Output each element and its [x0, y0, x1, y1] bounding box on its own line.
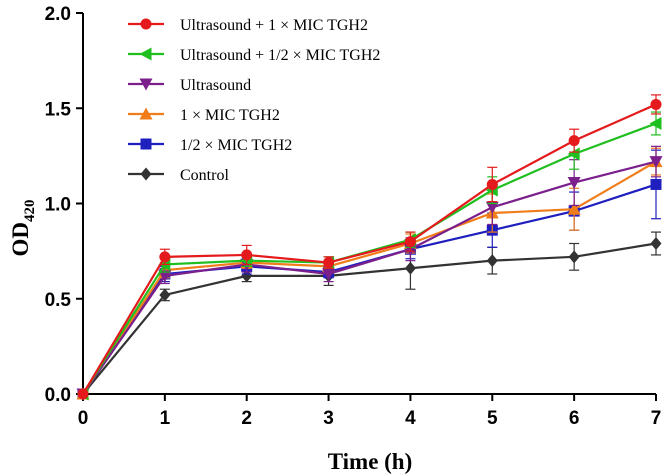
- data-point: [77, 388, 89, 400]
- legend-label: Ultrasound + 1 × MIC TGH2: [180, 17, 368, 34]
- legend-swatch-marker: [139, 107, 153, 120]
- x-tick-label: 3: [323, 408, 334, 429]
- data-point: [486, 254, 498, 268]
- axes: [82, 13, 656, 395]
- data-point: [649, 156, 663, 169]
- legend-swatch-marker: [139, 47, 152, 61]
- data-point: [650, 237, 662, 251]
- y-tick-label: 2.0: [45, 4, 71, 25]
- legend-label: Control: [180, 167, 229, 184]
- data-point: [158, 270, 172, 283]
- y-axis-title-sub: 420: [22, 200, 38, 223]
- legend-label: Ultrasound: [180, 77, 251, 94]
- legend-swatch-marker: [140, 138, 152, 150]
- data-point: [159, 288, 171, 302]
- y-axis-title: OD420: [8, 200, 38, 257]
- data-point: [649, 116, 662, 130]
- ticks: 0 1 2 3 4 5 6 7 0.0 0.5 1.0 1.5 2.0: [45, 4, 662, 429]
- legend: Ultrasound + 1 × MIC TGH2 Ultrasound + 1/…: [128, 17, 380, 184]
- legend-entry: Control: [128, 167, 229, 184]
- data-point: [159, 251, 171, 263]
- data-point: [568, 250, 580, 264]
- legend-entry: Ultrasound: [128, 77, 251, 94]
- legend-label: 1 × MIC TGH2: [180, 107, 280, 124]
- x-tick-label: 7: [651, 408, 662, 429]
- y-tick-label: 1.5: [45, 99, 72, 120]
- legend-swatch-marker: [140, 18, 152, 30]
- data-point: [404, 236, 416, 248]
- data-point: [650, 98, 662, 110]
- data-point: [567, 147, 580, 161]
- legend-entry: Ultrasound + 1/2 × MIC TGH2: [128, 47, 380, 64]
- data-point: [567, 202, 581, 215]
- y-tick-label: 1.0: [45, 195, 71, 216]
- legend-entry: 1 × MIC TGH2: [128, 107, 280, 124]
- data-point: [568, 135, 580, 147]
- series-line: [82, 103, 657, 395]
- series-layer: [76, 94, 663, 401]
- data-point: [567, 177, 581, 190]
- legend-entry: Ultrasound + 1 × MIC TGH2: [128, 17, 368, 34]
- legend-label: 1/2 × MIC TGH2: [180, 137, 292, 154]
- legend-label: Ultrasound + 1/2 × MIC TGH2: [180, 47, 380, 64]
- series-ultrasound-1-mic-tgh2: [77, 94, 662, 400]
- series-ultrasound: [76, 145, 663, 401]
- data-point: [322, 268, 336, 281]
- data-point: [650, 178, 662, 190]
- data-point: [323, 257, 335, 269]
- x-tick-label: 6: [569, 408, 580, 429]
- series-line: [82, 242, 657, 395]
- data-point: [241, 249, 253, 261]
- series-line: [82, 160, 657, 395]
- legend-swatch-marker: [140, 167, 152, 181]
- y-tick-label: 0.5: [45, 290, 72, 311]
- data-point: [404, 261, 416, 275]
- legend-swatch-marker: [139, 78, 153, 91]
- x-tick-label: 1: [160, 408, 171, 429]
- x-tick-label: 4: [405, 408, 416, 429]
- legend-entry: 1/2 × MIC TGH2: [128, 137, 292, 154]
- x-axis-title: Time (h): [328, 449, 413, 474]
- y-axis-title-main: OD: [8, 222, 33, 257]
- y-tick-label: 0.0: [45, 385, 71, 406]
- series-line: [82, 160, 657, 395]
- x-tick-label: 2: [241, 408, 252, 429]
- x-tick-label: 0: [78, 408, 89, 429]
- x-tick-label: 5: [487, 408, 498, 429]
- data-point: [485, 201, 499, 214]
- series-control: [77, 231, 662, 401]
- data-point: [486, 178, 498, 190]
